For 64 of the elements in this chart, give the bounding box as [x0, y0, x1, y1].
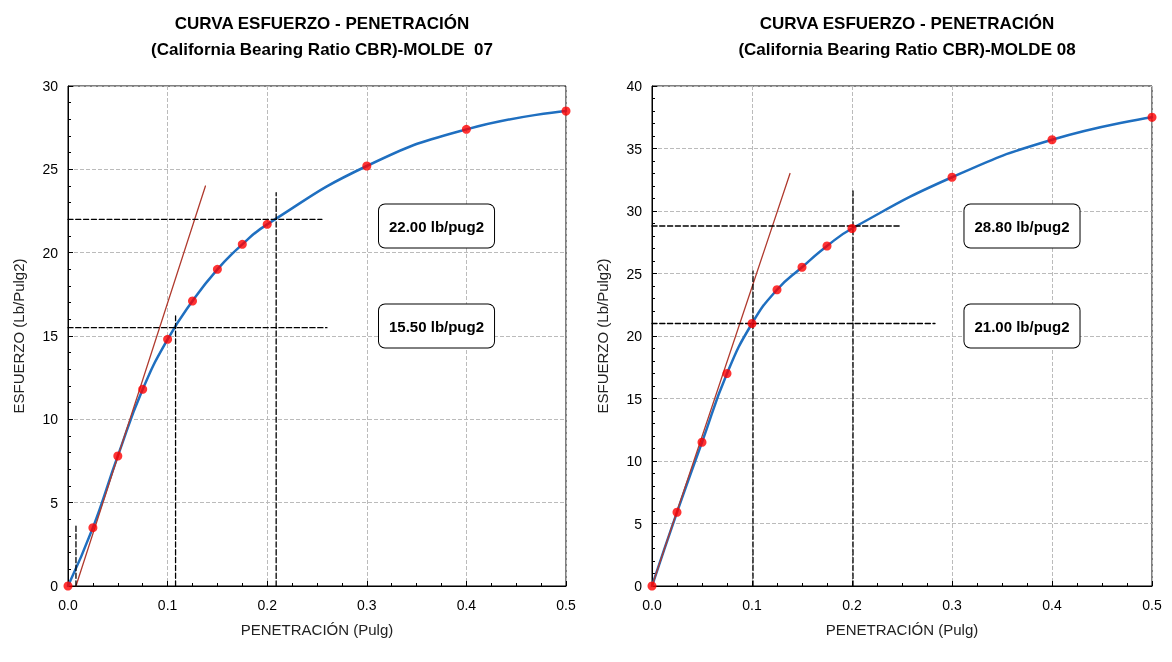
- x-tick-label: 0.5: [1142, 597, 1162, 613]
- point: [1047, 135, 1057, 145]
- x-tick-label: 0.3: [357, 597, 377, 613]
- y-tick-label: 35: [626, 140, 643, 157]
- point: [237, 239, 247, 249]
- chart-title: CURVA ESFUERZO - PENETRACIÓN: [174, 14, 470, 33]
- x-tick-label: 0.4: [1042, 597, 1062, 613]
- annotation: 21.00 lb/pug2: [974, 317, 1070, 335]
- y-tick-label: 25: [42, 161, 59, 178]
- chart-subtitle: (California Bearing Ratio CBR)-MOLDE 08: [738, 40, 1076, 59]
- point: [138, 384, 148, 394]
- y-axis-title: ESFUERZO (Lb/Pulg2): [594, 258, 611, 414]
- point: [672, 507, 682, 517]
- y-axis-title: ESFUERZO (Lb/Pulg2): [10, 258, 27, 414]
- x-tick-label: 0.5: [556, 597, 576, 613]
- x-tick-label: 0.1: [157, 597, 178, 613]
- point: [362, 161, 372, 171]
- x-tick-label: 0.4: [456, 597, 477, 613]
- point: [847, 224, 857, 233]
- y-tick-label: 0: [634, 578, 643, 594]
- x-axis-title: PENETRACIÓN (Pulg): [240, 621, 394, 638]
- y-tick-label: 5: [50, 494, 59, 511]
- x-tick-label: 0.0: [642, 597, 662, 613]
- x-axis-title: PENETRACIÓN (Pulg): [825, 621, 979, 638]
- point: [1147, 112, 1157, 122]
- point: [88, 523, 98, 533]
- point: [163, 334, 173, 344]
- y-tick-label: 25: [626, 265, 643, 282]
- y-tick-label: 40: [626, 78, 643, 94]
- point: [947, 172, 957, 182]
- y-tick-label: 20: [626, 328, 643, 344]
- x-tick-label: 0.3: [942, 597, 962, 613]
- point: [262, 219, 272, 229]
- point: [747, 319, 757, 328]
- y-tick-label: 30: [42, 78, 59, 94]
- point: [63, 581, 73, 591]
- y-tick-label: 20: [42, 244, 59, 261]
- y-tick-label: 5: [634, 515, 643, 532]
- annotation: 15.50 lb/pug2: [389, 317, 485, 335]
- y-tick-label: 10: [42, 411, 59, 428]
- point: [561, 106, 571, 116]
- y-tick-label: 10: [626, 453, 643, 469]
- point: [113, 451, 123, 461]
- annotation: 22.00 lb/pug2: [389, 217, 485, 235]
- point: [772, 285, 782, 295]
- y-tick-label: 15: [42, 328, 59, 344]
- point: [647, 581, 657, 591]
- point: [797, 262, 807, 272]
- y-tick-label: 30: [626, 203, 643, 219]
- y-tick-label: 15: [626, 390, 643, 407]
- x-tick-label: 0.1: [742, 597, 762, 613]
- point: [822, 241, 832, 251]
- x-tick-label: 0.2: [842, 597, 862, 613]
- x-tick-label: 0.0: [58, 597, 78, 613]
- point: [212, 264, 222, 274]
- y-tick-label: 0: [50, 578, 59, 594]
- annotation: 28.80 lb/pug2: [974, 217, 1070, 235]
- point: [697, 437, 707, 447]
- point: [722, 369, 732, 378]
- x-tick-label: 0.2: [257, 597, 278, 613]
- chart-subtitle: (California Bearing Ratio CBR)-MOLDE 07: [151, 40, 493, 59]
- point: [188, 296, 197, 306]
- chart-title: CURVA ESFUERZO - PENETRACIÓN: [759, 14, 1055, 33]
- point: [461, 124, 471, 134]
